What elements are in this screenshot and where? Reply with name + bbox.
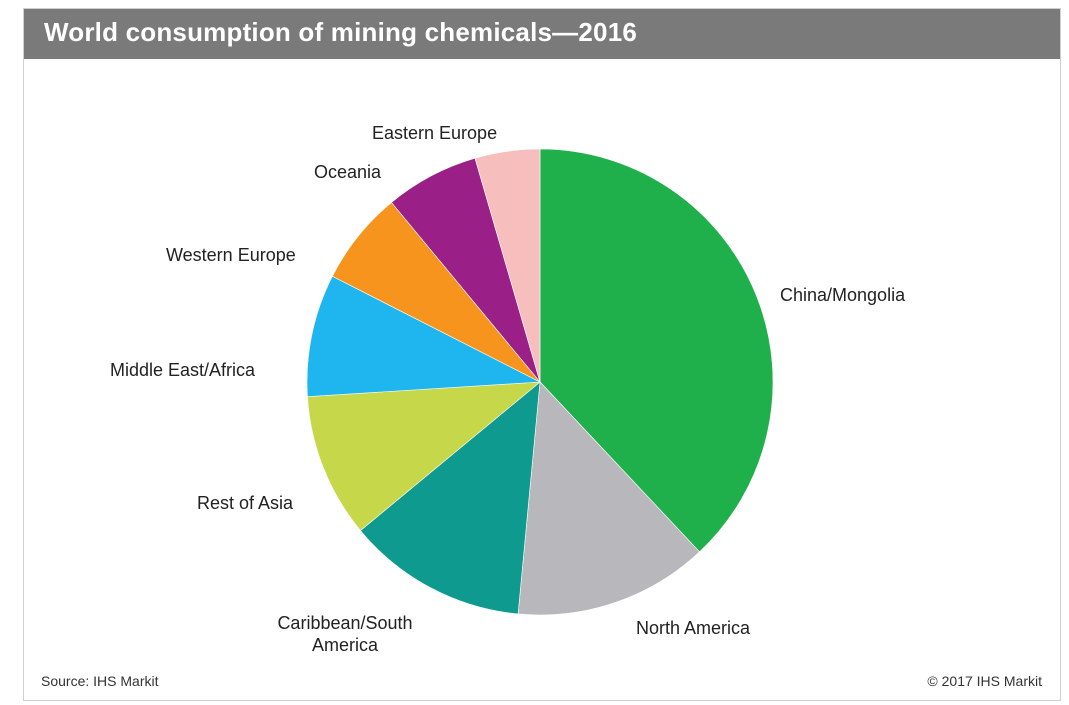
pie-slice-eastern-europe — [474, 148, 541, 383]
slice-label-western-europe: Western Europe — [166, 245, 296, 265]
slice-label-middle-east-africa: Middle East/Africa — [110, 360, 256, 380]
pie-slice-north-america — [517, 381, 700, 616]
slice-label-oceania: Oceania — [314, 162, 382, 182]
slice-label-eastern-europe: Eastern Europe — [372, 123, 498, 143]
source-note: Source: IHS Markit — [41, 673, 159, 689]
pie-chart — [306, 148, 774, 616]
chart-frame: World consumption of mining chemicals—20… — [23, 8, 1061, 701]
pie-slice-caribbean-south-america — [360, 381, 541, 615]
pie-slice-rest-of-asia — [307, 381, 541, 531]
chart-title: World consumption of mining chemicals—20… — [44, 17, 638, 47]
slice-label-caribbean-south-america: Caribbean/South America — [277, 613, 413, 655]
pie-slice-middle-east-africa — [306, 275, 542, 397]
title-bar: World consumption of mining chemicals—20… — [24, 9, 1060, 59]
slice-label-rest-of-asia: Rest of Asia — [197, 493, 294, 513]
copyright-note: © 2017 IHS Markit — [927, 673, 1042, 689]
slice-label-north-america: North America — [636, 618, 751, 638]
pie-slice-china-mongolia — [539, 148, 774, 553]
slice-label-china-mongolia: China/Mongolia — [780, 285, 906, 305]
